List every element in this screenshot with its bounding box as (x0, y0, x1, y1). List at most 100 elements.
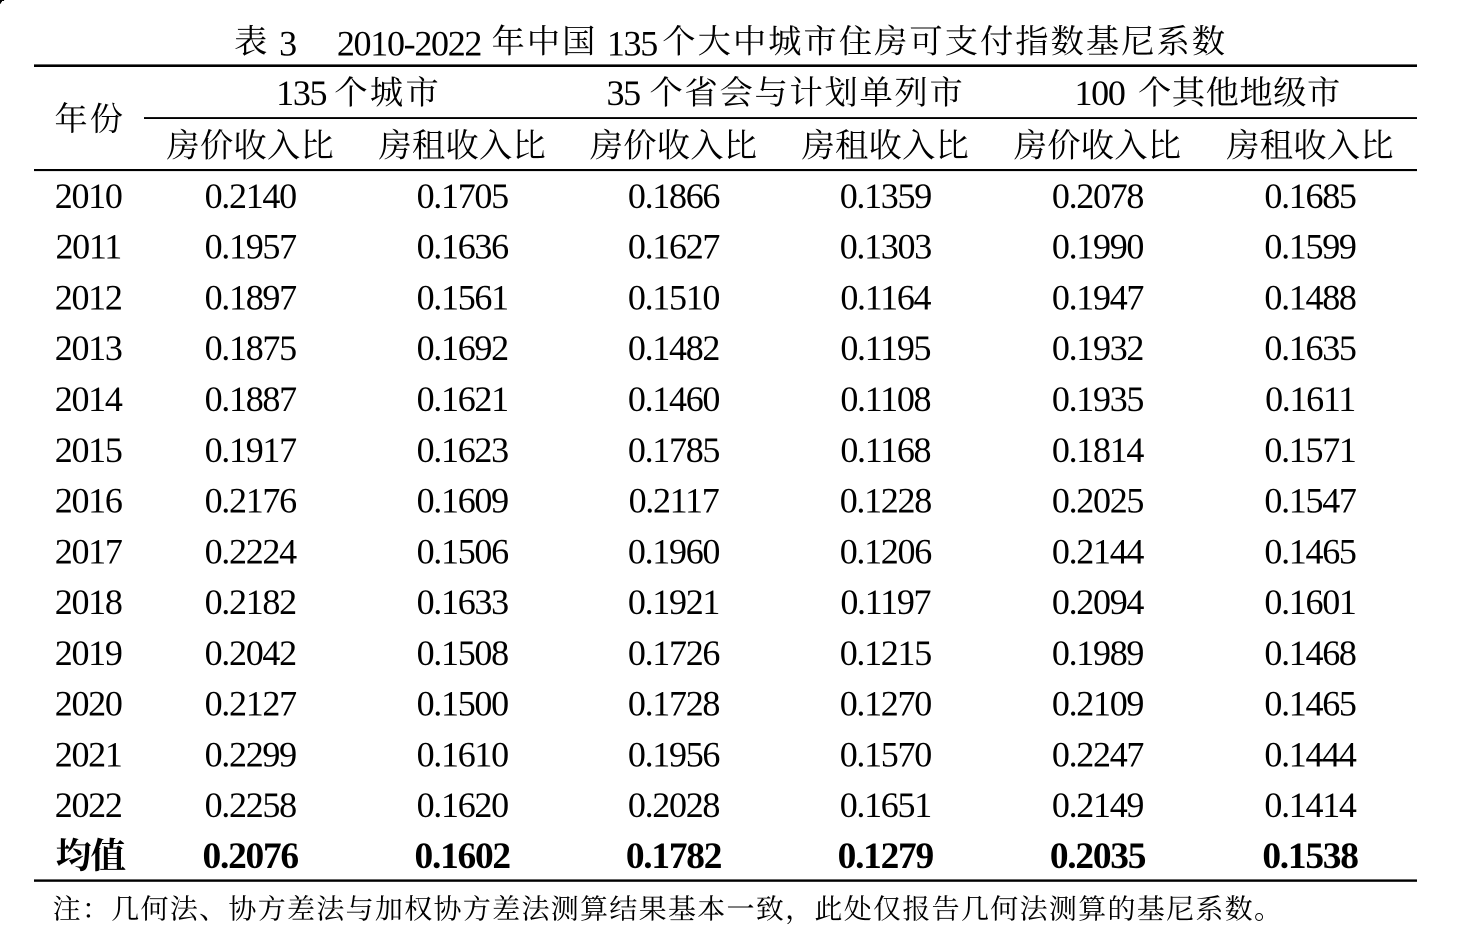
svg-text:0.1887: 0.1887 (205, 379, 297, 419)
svg-text:0.1488: 0.1488 (1264, 277, 1356, 317)
svg-text:2010: 2010 (55, 176, 122, 216)
svg-text:2021: 2021 (55, 734, 122, 774)
svg-text:0.1611: 0.1611 (1265, 379, 1355, 419)
svg-text:0.1197: 0.1197 (840, 582, 930, 622)
svg-text:0.2182: 0.2182 (205, 582, 297, 622)
svg-text:0.1270: 0.1270 (840, 684, 932, 724)
svg-text:0.1785: 0.1785 (628, 430, 720, 470)
svg-text:0.1921: 0.1921 (628, 582, 719, 622)
svg-text:0.1692: 0.1692 (417, 328, 509, 368)
svg-text:0.1465: 0.1465 (1264, 684, 1356, 724)
svg-text:100: 100 (1074, 73, 1124, 113)
svg-text:0.1359: 0.1359 (840, 176, 932, 216)
svg-text:0.1635: 0.1635 (1264, 328, 1356, 368)
svg-text:0.1508: 0.1508 (417, 633, 509, 673)
svg-text:0.1215: 0.1215 (840, 633, 932, 673)
svg-text:0.2025: 0.2025 (1052, 481, 1144, 521)
svg-text:0.2094: 0.2094 (1052, 582, 1145, 622)
svg-text:0.2299: 0.2299 (205, 734, 297, 774)
svg-text:0.1108: 0.1108 (840, 379, 930, 419)
svg-text:0.1506: 0.1506 (417, 531, 509, 571)
svg-text:0.1875: 0.1875 (205, 328, 297, 368)
svg-text:0.1917: 0.1917 (205, 430, 297, 470)
svg-text:2017: 2017 (55, 531, 122, 571)
svg-text:0.1500: 0.1500 (417, 684, 509, 724)
svg-text:0.2247: 0.2247 (1052, 734, 1144, 774)
svg-text:0.2035: 0.2035 (1050, 836, 1146, 877)
svg-text:0.2258: 0.2258 (205, 785, 297, 825)
svg-text:0.1601: 0.1601 (1264, 582, 1355, 622)
svg-text:0.1621: 0.1621 (417, 379, 508, 419)
svg-text:0.1636: 0.1636 (417, 227, 509, 267)
svg-text:0.1602: 0.1602 (415, 836, 511, 877)
svg-text:2022: 2022 (55, 785, 122, 825)
svg-text:0.2144: 0.2144 (1052, 531, 1145, 571)
svg-text:0.1228: 0.1228 (840, 481, 932, 521)
svg-text:0.1510: 0.1510 (628, 277, 720, 317)
svg-text:0.2224: 0.2224 (205, 531, 298, 571)
svg-text:0.1705: 0.1705 (417, 176, 509, 216)
svg-text:0.1168: 0.1168 (840, 430, 930, 470)
svg-text:0.2176: 0.2176 (205, 481, 297, 521)
svg-text:0.1482: 0.1482 (628, 328, 720, 368)
svg-text:0.1728: 0.1728 (628, 684, 720, 724)
svg-text:2011: 2011 (55, 227, 120, 267)
svg-text:0.2149: 0.2149 (1052, 785, 1144, 825)
svg-text:0.1538: 0.1538 (1262, 836, 1358, 877)
svg-text:0.2117: 0.2117 (629, 481, 719, 521)
svg-text:0.1814: 0.1814 (1052, 430, 1145, 470)
svg-text:0.2076: 0.2076 (203, 836, 299, 877)
svg-text:0.1989: 0.1989 (1052, 633, 1144, 673)
svg-text:0.1570: 0.1570 (840, 734, 932, 774)
svg-text:135: 135 (276, 73, 326, 113)
svg-text:0.1460: 0.1460 (628, 379, 720, 419)
svg-text:0.1609: 0.1609 (417, 481, 509, 521)
svg-text:0.1444: 0.1444 (1264, 734, 1357, 774)
svg-text:0.1685: 0.1685 (1264, 176, 1356, 216)
svg-text:2012: 2012 (55, 277, 122, 317)
svg-text:2010-2022: 2010-2022 (337, 23, 482, 63)
svg-text:2019: 2019 (55, 633, 122, 673)
svg-text:0.1547: 0.1547 (1264, 481, 1356, 521)
svg-text:35: 35 (606, 73, 640, 113)
svg-text:0.1726: 0.1726 (628, 633, 720, 673)
svg-text:3: 3 (279, 23, 296, 63)
svg-text:0.1414: 0.1414 (1264, 785, 1357, 825)
svg-text:0.1561: 0.1561 (417, 277, 508, 317)
svg-text:0.1279: 0.1279 (838, 836, 934, 877)
svg-text:0.2042: 0.2042 (205, 633, 297, 673)
svg-text:0.1866: 0.1866 (628, 176, 720, 216)
svg-text:0.1599: 0.1599 (1264, 227, 1356, 267)
svg-text:0.1651: 0.1651 (840, 785, 931, 825)
svg-text:0.1932: 0.1932 (1052, 328, 1144, 368)
svg-text:0.2109: 0.2109 (1052, 684, 1144, 724)
svg-text:0.1956: 0.1956 (628, 734, 720, 774)
svg-text:0.1947: 0.1947 (1052, 277, 1144, 317)
svg-text:0.1468: 0.1468 (1264, 633, 1356, 673)
svg-text:0.1897: 0.1897 (205, 277, 297, 317)
svg-text:2016: 2016 (55, 481, 122, 521)
svg-text:0.1957: 0.1957 (205, 227, 297, 267)
svg-text:0.1610: 0.1610 (417, 734, 509, 774)
svg-text:0.1571: 0.1571 (1264, 430, 1355, 470)
svg-text:2015: 2015 (55, 430, 122, 470)
svg-text:0.1164: 0.1164 (840, 277, 931, 317)
svg-text:0.2127: 0.2127 (205, 684, 297, 724)
svg-text:2020: 2020 (55, 684, 122, 724)
svg-text:2014: 2014 (55, 379, 123, 419)
svg-text:0.1935: 0.1935 (1052, 379, 1144, 419)
svg-text:0.2028: 0.2028 (628, 785, 720, 825)
svg-text:0.1782: 0.1782 (626, 836, 722, 877)
svg-text:0.1627: 0.1627 (628, 227, 720, 267)
svg-text:0.1623: 0.1623 (417, 430, 509, 470)
svg-text:0.1990: 0.1990 (1052, 227, 1144, 267)
svg-text:0.1195: 0.1195 (840, 328, 930, 368)
svg-text:0.2078: 0.2078 (1052, 176, 1144, 216)
svg-text:0.1206: 0.1206 (840, 531, 932, 571)
svg-text:0.2140: 0.2140 (205, 176, 297, 216)
svg-text:135: 135 (607, 23, 657, 63)
svg-text:0.1633: 0.1633 (417, 582, 509, 622)
svg-text:0.1620: 0.1620 (417, 785, 509, 825)
svg-text:0.1303: 0.1303 (840, 227, 932, 267)
svg-text:0.1960: 0.1960 (628, 531, 720, 571)
